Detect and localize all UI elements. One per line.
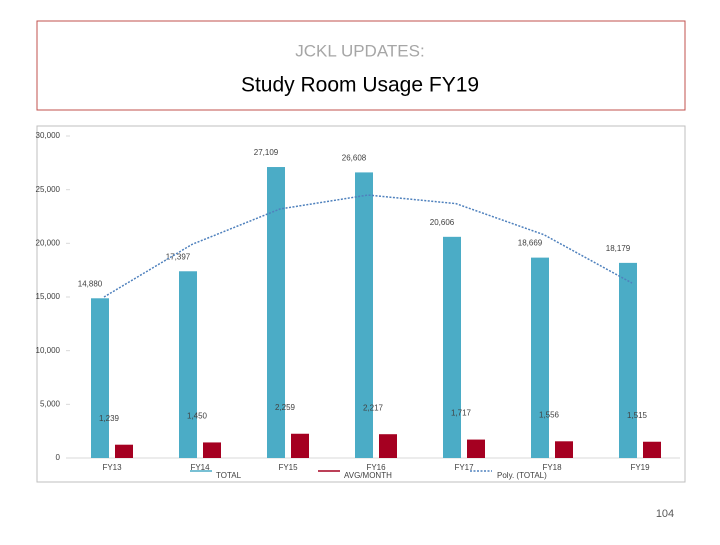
- x-tick-label: FY15: [278, 463, 298, 472]
- data-label: 26,608: [342, 154, 367, 163]
- bar: [91, 298, 109, 458]
- data-label: 18,669: [518, 239, 543, 248]
- bar: [619, 262, 637, 458]
- data-label: 1,450: [187, 412, 208, 421]
- bar: [115, 444, 133, 458]
- data-label: 1,515: [627, 411, 648, 420]
- x-tick-label: FY17: [454, 463, 474, 472]
- bar: [379, 434, 397, 458]
- data-label: 20,606: [430, 218, 455, 227]
- legend-label: TOTAL: [216, 471, 242, 480]
- bar: [179, 271, 197, 458]
- x-tick-label: FY13: [102, 463, 122, 472]
- bar: [355, 172, 373, 458]
- data-label: 1,717: [451, 409, 472, 418]
- data-label: 27,109: [254, 148, 279, 157]
- legend-label: Poly. (TOTAL): [497, 471, 547, 480]
- bar: [291, 433, 309, 458]
- data-label: 2,259: [275, 403, 296, 412]
- slide-title: Study Room Usage FY19: [241, 74, 479, 97]
- title-box: [36, 20, 686, 111]
- bar: [643, 441, 661, 458]
- data-label: 2,217: [363, 403, 384, 412]
- bar: [443, 236, 461, 458]
- bar: [203, 442, 221, 458]
- data-label: 1,556: [539, 410, 560, 419]
- trend-line: [103, 194, 633, 298]
- x-tick-label: FY19: [630, 463, 650, 472]
- data-label: 18,179: [606, 244, 631, 253]
- y-tick-label: 30,000: [36, 131, 61, 140]
- bar: [555, 441, 573, 458]
- x-tick-label: FY16: [366, 463, 386, 472]
- y-tick-label: 15,000: [36, 292, 61, 301]
- legend-label: AVG/MONTH: [344, 471, 392, 480]
- x-tick-label: FY18: [542, 463, 562, 472]
- bar: [267, 167, 285, 458]
- y-tick-label: 25,000: [36, 185, 61, 194]
- y-tick-label: 5,000: [40, 399, 61, 408]
- y-tick-label: 20,000: [36, 238, 61, 247]
- y-tick-label: 0: [56, 453, 61, 462]
- bar: [531, 257, 549, 458]
- bar: [467, 439, 485, 458]
- data-label: 17,397: [166, 252, 191, 261]
- data-label: 1,239: [99, 414, 120, 423]
- x-tick-label: FY14: [190, 463, 210, 472]
- data-label: 14,880: [78, 279, 103, 288]
- page-number: 104: [656, 508, 674, 520]
- kicker: JCKL UPDATES:: [295, 41, 424, 60]
- y-tick-label: 10,000: [36, 346, 61, 355]
